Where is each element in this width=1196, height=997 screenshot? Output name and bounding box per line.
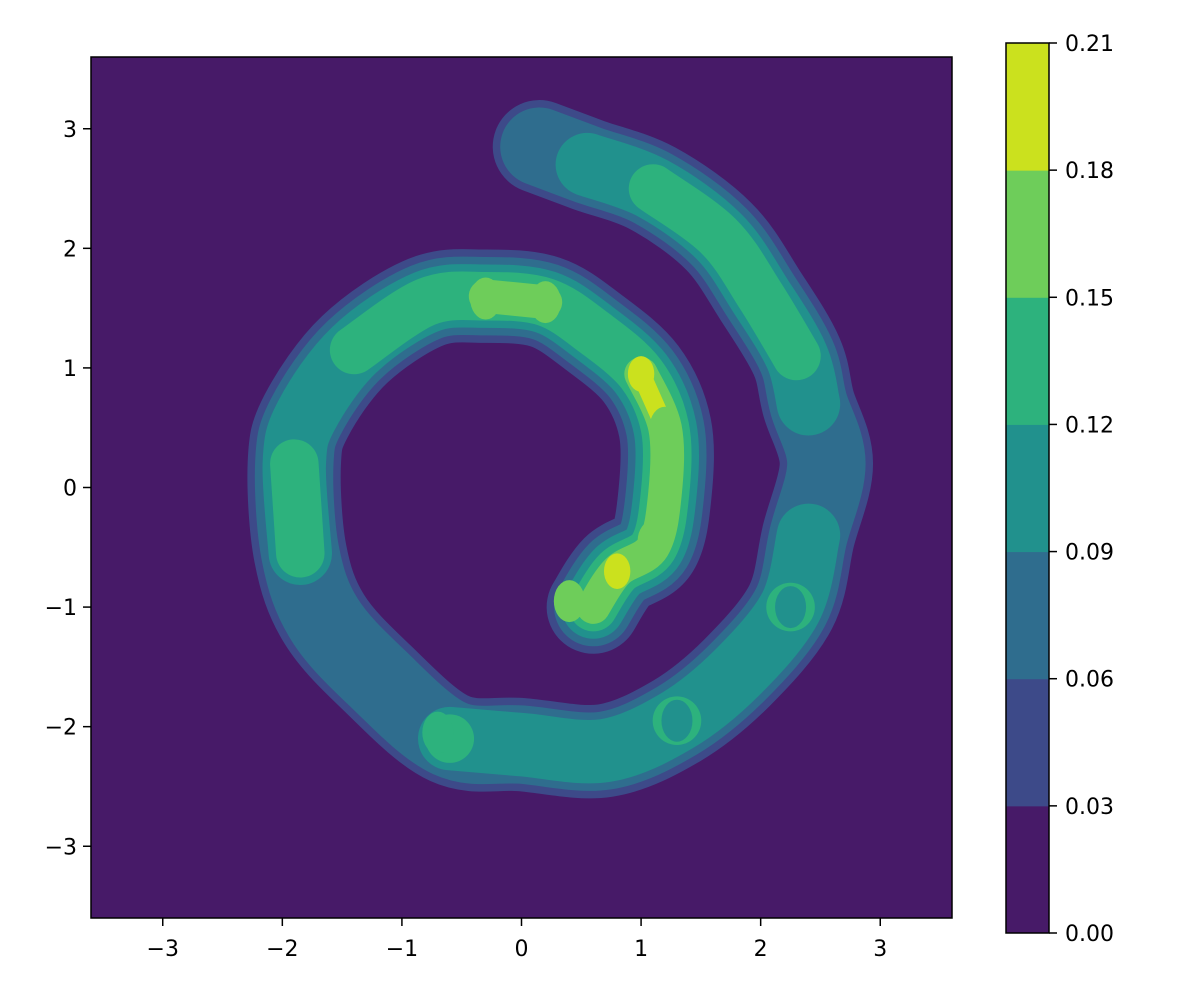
x-tick-label: 3	[873, 937, 887, 962]
y-tick-label: 2	[63, 237, 77, 262]
x-tick-label: −3	[147, 937, 179, 962]
x-tick-label: 1	[634, 937, 648, 962]
colorbar-segment	[1006, 551, 1049, 680]
density-peak-2	[603, 553, 631, 590]
contour-band-4-1	[270, 439, 325, 578]
y-tick-label: −3	[45, 835, 77, 860]
colorbar-tick-label: 0.15	[1065, 286, 1114, 311]
colorbar-segment	[1006, 678, 1049, 807]
density-peak-1	[649, 406, 681, 449]
density-peak-9	[661, 699, 693, 742]
y-tick-label: −2	[45, 716, 77, 741]
plot-area	[91, 57, 952, 918]
density-peak-3	[553, 580, 585, 623]
y-tick-label: 1	[63, 357, 77, 382]
colorbar-tick-label: 0.18	[1065, 159, 1114, 184]
x-axis: −3 −2 −1 0 1 2 3	[147, 918, 887, 962]
contour-band-4-5	[628, 164, 821, 381]
colorbar-tick-label: 0.06	[1065, 668, 1114, 693]
density-peak-5	[470, 277, 502, 320]
density-peak-8	[775, 586, 807, 629]
colorbar-segment	[1006, 43, 1049, 171]
y-axis: 3 2 1 0 −1 −2 −3	[45, 118, 91, 860]
x-tick-label: 0	[515, 937, 529, 962]
density-peak-0	[627, 356, 655, 392]
y-tick-label: −1	[45, 596, 77, 621]
density-peak-4	[637, 520, 669, 563]
density-peak-6	[529, 281, 561, 324]
x-tick-label: −2	[266, 937, 298, 962]
colorbar-segment	[1006, 424, 1049, 553]
colorbar-tick-label: 0.12	[1065, 413, 1114, 438]
x-tick-label: 2	[754, 937, 768, 962]
contour-layers	[247, 100, 874, 799]
y-tick-label: 3	[63, 118, 77, 143]
y-tick-label: 0	[63, 477, 77, 502]
colorbar-segment	[1006, 297, 1049, 425]
density-peak-7	[422, 711, 454, 754]
colorbar-tick-label: 0.09	[1065, 541, 1114, 566]
colorbar-tick-label: 0.03	[1065, 795, 1114, 820]
colorbar-tick-label: 0.21	[1065, 32, 1114, 57]
x-tick-label: −1	[386, 937, 418, 962]
colorbar-frame	[1005, 42, 1050, 934]
colorbar: 0.00 0.03 0.06 0.09 0.12 0.15 0.18 0.21	[1005, 32, 1114, 947]
colorbar-segment	[1006, 170, 1049, 298]
colorbar-tick-label: 0.00	[1065, 922, 1114, 947]
colorbar-segment	[1006, 805, 1049, 934]
